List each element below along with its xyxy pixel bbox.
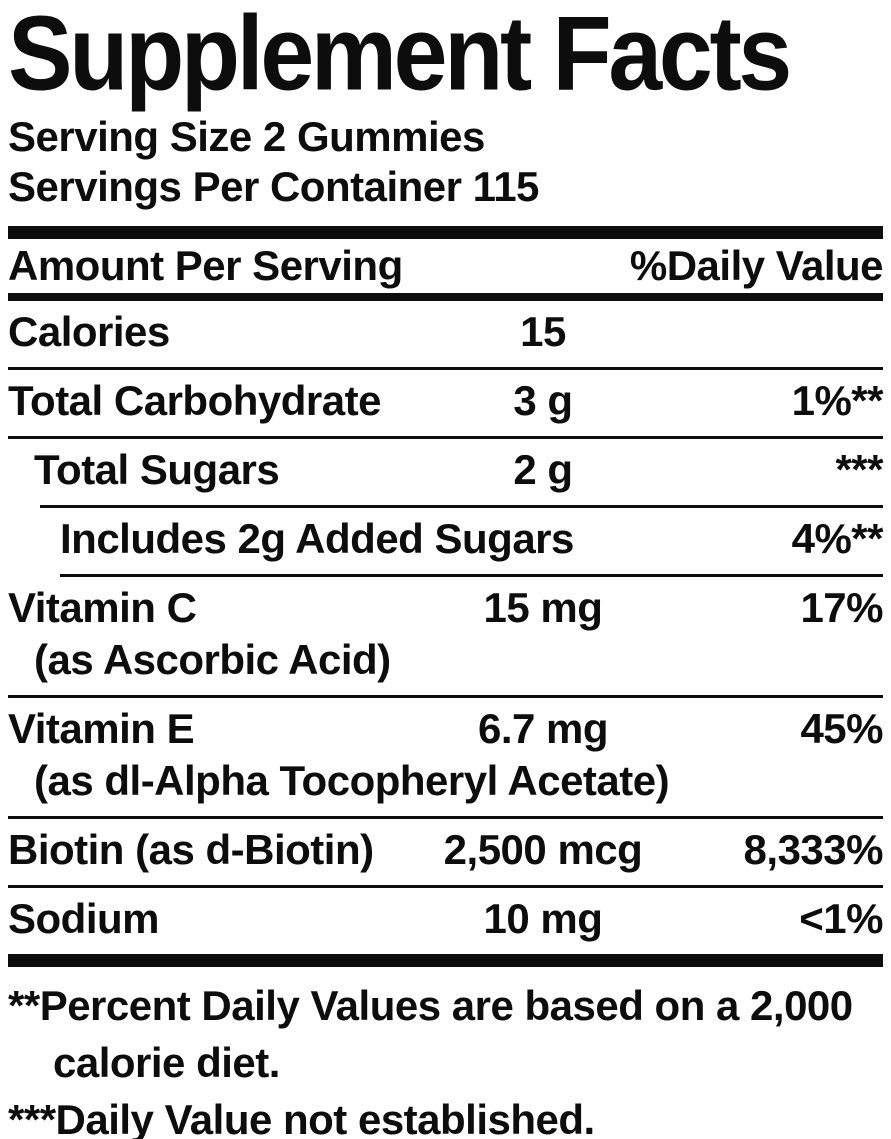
nutrient-amount: 6.7 mg: [477, 705, 609, 752]
row-divider: [8, 436, 883, 439]
row-divider: [8, 695, 883, 698]
row-divider: [8, 885, 883, 888]
bottom-divider-bar: [8, 954, 883, 967]
nutrient-amount: 2,500 mcg: [443, 826, 643, 873]
column-header: Amount Per Serving %Daily Value: [8, 239, 884, 301]
nutrient-row-total-sugars: Total Sugars 2 g ***: [8, 439, 884, 505]
top-divider-bar: [8, 226, 883, 239]
footnotes: **Percent Daily Values are based on a 2,…: [8, 977, 883, 1139]
nutrient-name: Total Sugars: [34, 446, 280, 493]
serving-size: Serving Size 2 Gummies: [8, 113, 485, 160]
nutrient-source: (as dl-Alpha Tocopheryl Acetate): [34, 757, 670, 804]
nutrient-row-vitamin-e: Vitamin E 6.7 mg 45% (as dl-Alpha Tocoph…: [8, 698, 884, 816]
nutrient-row-total-carbohydrate: Total Carbohydrate 3 g 1%**: [8, 370, 884, 436]
label-title: Supplement Facts: [8, 0, 792, 113]
column-header-daily-value: %Daily Value: [629, 242, 884, 289]
row-divider-indented: [60, 574, 883, 577]
nutrient-daily-value: 4%**: [791, 515, 884, 562]
row-divider-indented: [40, 505, 883, 508]
servings-per-container: Servings Per Container 115: [8, 163, 539, 210]
nutrient-name: Calories: [8, 308, 170, 355]
nutrient-amount: 15: [520, 308, 566, 355]
nutrient-name: Vitamin C: [8, 584, 197, 631]
nutrient-row-sodium: Sodium 10 mg <1%: [8, 888, 884, 954]
nutrient-name: Biotin (as d-Biotin): [8, 826, 374, 873]
nutrient-name: Includes 2g Added Sugars: [60, 515, 574, 562]
footnote-daily-values: **Percent Daily Values are based on a 2,…: [8, 982, 853, 1086]
nutrient-daily-value: 1%**: [791, 377, 884, 424]
nutrient-amount: 2 g: [513, 446, 573, 493]
row-divider: [8, 367, 883, 370]
column-header-amount: Amount Per Serving: [8, 242, 403, 289]
footnote-not-established: ***Daily Value not established.: [8, 1096, 595, 1139]
serving-info: Serving Size 2 Gummies Servings Per Cont…: [8, 112, 883, 212]
nutrient-daily-value: <1%: [799, 895, 883, 942]
nutrient-name: Sodium: [8, 895, 160, 942]
nutrient-amount: 10 mg: [483, 895, 603, 942]
nutrient-name: Total Carbohydrate: [8, 377, 381, 424]
nutrient-daily-value: 8,333%: [743, 826, 884, 873]
nutrient-amount: 3 g: [513, 377, 573, 424]
nutrient-source: (as Ascorbic Acid): [34, 636, 391, 683]
nutrient-name: Vitamin E: [8, 705, 195, 752]
nutrient-daily-value: 17%: [800, 584, 883, 631]
label-title-wrap: Supplement Facts: [8, 0, 883, 108]
nutrient-row-added-sugars: Includes 2g Added Sugars 4%**: [8, 508, 884, 574]
nutrient-daily-value: 45%: [800, 705, 883, 752]
nutrient-row-calories: Calories 15: [8, 301, 883, 367]
nutrient-amount: 15 mg: [483, 584, 603, 631]
nutrient-row-biotin: Biotin (as d-Biotin) 2,500 mcg 8,333%: [8, 819, 884, 885]
nutrient-row-vitamin-c: Vitamin C 15 mg 17% (as Ascorbic Acid): [8, 577, 884, 695]
row-divider: [8, 816, 883, 819]
nutrient-daily-value: ***: [835, 446, 883, 493]
